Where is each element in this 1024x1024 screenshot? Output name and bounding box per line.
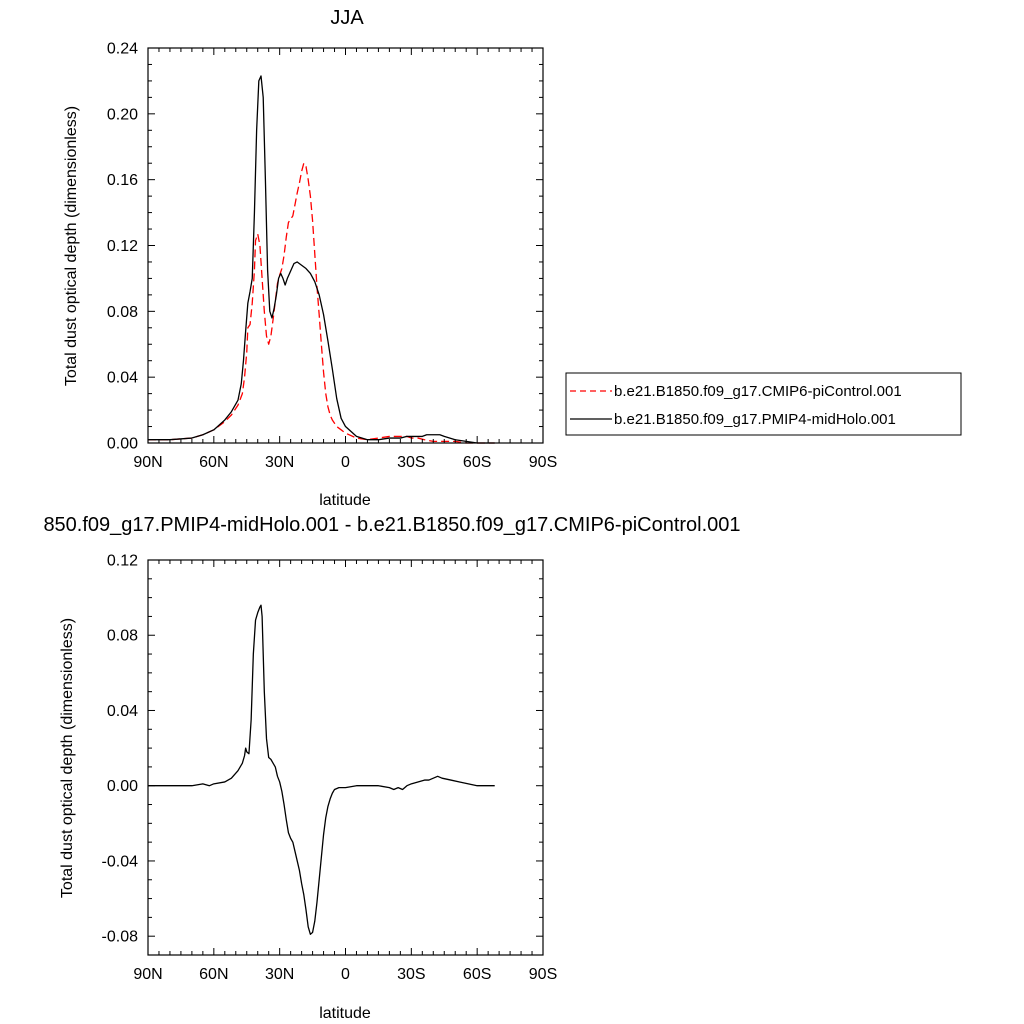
legend-box <box>565 372 962 436</box>
difference-series-line <box>148 604 495 935</box>
bottom-panel: 850.f09_g17.PMIP4-midHolo.001 - b.e21.B1… <box>43 514 740 1022</box>
top-panel-title: JJA <box>330 7 364 29</box>
top-panel: JJA 90N 60N 30N 0 30S 60S 90S 0.00 0.04 0.08 0.12… <box>63 7 962 509</box>
legend-label-midholo: b.e21.B1850.f09_g17.PMIP4-midHolo.001 <box>614 411 896 428</box>
bottom-panel-frame <box>147 559 544 956</box>
x-tick-label: 60N <box>199 454 228 471</box>
y-tick-label: 0.08 <box>107 628 138 645</box>
x-tick-label: 30S <box>397 454 425 471</box>
y-tick-label: 0.16 <box>107 172 138 189</box>
x-tick-label: 90N <box>133 454 162 471</box>
bottom-panel-series <box>148 604 495 935</box>
y-tick-label: 0.12 <box>107 238 138 255</box>
bottom-panel-x-axis-label: latitude <box>319 1005 371 1022</box>
x-tick-label: 60S <box>463 454 491 471</box>
x-tick-label: 30N <box>265 966 294 983</box>
top-panel-y-axis-label: Total dust optical depth (dimensionless) <box>63 106 80 386</box>
y-tick-label: 0.00 <box>107 778 138 795</box>
bottom-panel-y-ticks: -0.08 -0.04 0.00 0.04 0.08 0.12 <box>102 553 543 956</box>
series-line-2 <box>148 75 495 444</box>
legend-label-picontrol: b.e21.B1850.f09_g17.CMIP6-piControl.001 <box>614 383 902 400</box>
y-tick-label: -0.04 <box>102 853 139 870</box>
series-line-1 <box>148 162 495 444</box>
y-tick-label: 0.20 <box>107 106 138 123</box>
bottom-panel-x-ticks: 90N 60N 30N 0 30S 60S 90S <box>133 560 557 983</box>
bottom-panel-y-axis-label: Total dust optical depth (dimensionless) <box>59 618 76 898</box>
x-tick-label: 0 <box>341 966 350 983</box>
top-panel-x-ticks: 90N 60N 30N 0 30S 60S 90S <box>133 48 557 471</box>
y-tick-label: 0.12 <box>107 553 138 570</box>
top-panel-x-axis-label: latitude <box>319 492 371 509</box>
x-tick-label: 0 <box>341 454 350 471</box>
top-panel-frame <box>147 47 544 444</box>
top-panel-series <box>148 75 495 444</box>
top-panel-y-ticks: 0.00 0.04 0.08 0.12 0.16 0.20 0.24 <box>107 41 543 453</box>
top-panel-legend: b.e21.B1850.f09_g17.CMIP6-piControl.001 … <box>565 372 962 436</box>
y-tick-label: 0.00 <box>107 436 138 453</box>
x-tick-label: 90S <box>529 966 557 983</box>
y-tick-label: 0.24 <box>107 41 138 58</box>
bottom-panel-title: 850.f09_g17.PMIP4-midHolo.001 - b.e21.B1… <box>43 514 740 536</box>
y-tick-label: -0.08 <box>102 929 139 946</box>
x-tick-label: 90N <box>133 966 162 983</box>
x-tick-label: 30N <box>265 454 294 471</box>
x-tick-label: 60S <box>463 966 491 983</box>
x-tick-label: 90S <box>529 454 557 471</box>
y-tick-label: 0.04 <box>107 703 138 720</box>
y-tick-label: 0.08 <box>107 304 138 321</box>
x-tick-label: 30S <box>397 966 425 983</box>
y-tick-label: 0.04 <box>107 370 138 387</box>
x-tick-label: 60N <box>199 966 228 983</box>
